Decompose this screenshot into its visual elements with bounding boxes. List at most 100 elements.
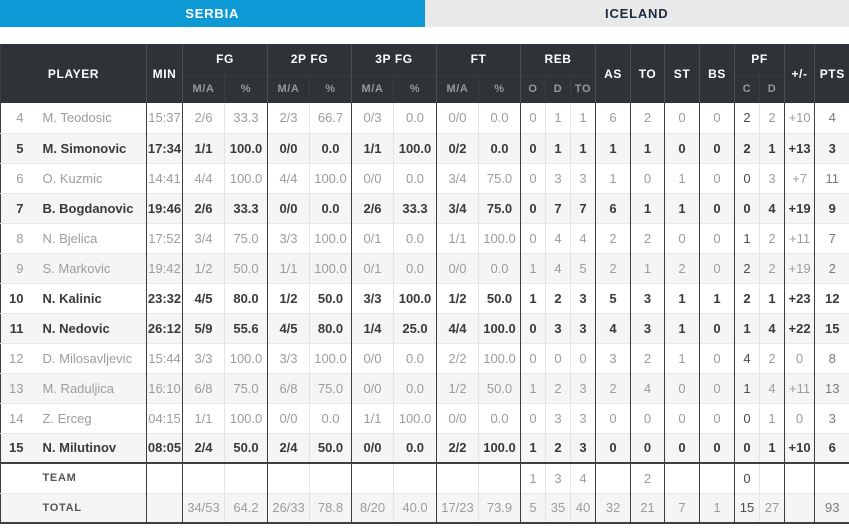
cell-p3_pct: 100.0 [393,133,437,163]
cell-pts: 13 [825,380,840,396]
cell-to: 3 [630,313,666,343]
cell-name[interactable]: S. Markovic [30,253,147,283]
subcol-ft-pct: % [478,75,521,103]
cell-st: 0 [664,133,701,163]
cell-as: 2 [595,373,632,403]
cell-pf_c: 1 [734,313,761,343]
cell-reb_o: 0 [520,223,546,253]
cell-p2_ma: 3/3 [267,223,310,253]
cell-reb_t: 5 [570,253,597,283]
cell-reb_t: 4 [570,223,597,253]
cell-ft_ma: 2/2 [436,433,479,463]
cell-name[interactable]: M. Raduljica [30,373,147,403]
cell-st: 1 [664,343,701,373]
cell-ft_pct: 100.0 [478,343,521,373]
cell-pm: +10 [784,433,816,463]
cell-pts: 12 [825,290,840,306]
cell-reb_d: 7 [545,193,571,223]
cell-name[interactable]: Z. Erceg [30,403,147,433]
cell-p2_pct: 80.0 [309,313,352,343]
cell-p3_ma: 1/1 [351,403,394,433]
cell-pf_c: 0 [734,463,761,493]
cell-num: 5 [16,140,24,156]
cell-p2_ma: 1/2 [267,283,310,313]
cell-name[interactable]: M. Teodosic [30,103,147,133]
cell-name[interactable]: O. Kuzmic [30,163,147,193]
cell-reb_d: 35 [545,493,571,523]
cell-num: 9 [16,260,24,276]
cell-reb_d: 0 [545,343,571,373]
player-row: 14 Z. Erceg 04:15 1/1 100.0 0/0 0.0 1/1 100.0 0/0… [0,403,849,433]
cell-reb_o: 1 [520,283,546,313]
cell-p2_ma: 26/33 [267,493,310,523]
cell-pts: 11 [825,170,840,186]
cell-st: 1 [664,313,701,343]
cell-pf_c: 0 [734,403,761,433]
subcol-2p-pct: % [309,75,352,103]
cell-p2_ma: 6/8 [267,373,310,403]
cell-pf_d: 2 [759,253,786,283]
player-row: 11 N. Nedovic 26:12 5/9 55.6 4/5 80.0 1/4 25.0 4/… [0,313,849,343]
cell-min: 16:10 [146,373,183,403]
cell-ft_pct: 0.0 [478,103,521,133]
cell-ft_ma: 1/2 [436,373,479,403]
table-header: PLAYER MIN FG 2P FG 3P FG FT REB AS TO S… [0,44,849,103]
cell-p2_pct: 75.0 [309,373,352,403]
cell-as: 3 [595,343,632,373]
cell-fg_ma: 1/1 [182,403,225,433]
cell-ft_ma: 0/0 [436,403,479,433]
cell-pf_c: 4 [734,343,761,373]
col-header-3pfg: 3P FG [351,44,437,76]
cell-name[interactable]: M. Simonovic [30,133,147,163]
cell-to: 1 [630,253,666,283]
cell-pf_c: 0 [734,163,761,193]
cell-min [146,463,183,493]
cell-ft_pct: 0.0 [478,253,521,283]
cell-pf_c: 1 [734,373,761,403]
cell-num: 11 [9,320,24,336]
cell-reb_o: 1 [520,463,546,493]
cell-num: 4 [16,110,24,126]
cell-as: 32 [595,493,632,523]
cell-reb_t: 3 [570,163,597,193]
cell-name[interactable]: N. Milutinov [30,433,147,463]
cell-pf_d [759,463,786,493]
cell-min: 19:46 [146,193,183,223]
cell-p3_ma: 0/0 [351,343,394,373]
cell-name[interactable]: N. Kalinic [30,283,147,313]
subcol-pf-d: D [759,75,786,103]
cell-fg_ma: 2/6 [182,193,225,223]
cell-reb_t: 3 [570,403,597,433]
cell-p3_ma: 0/1 [351,253,394,283]
cell-p3_pct: 0.0 [393,163,437,193]
subcol-reb-total: TO [570,75,597,103]
tab-serbia[interactable]: SERBIA [0,0,425,27]
cell-p3_pct: 40.0 [393,493,437,523]
box-score-table: PLAYER MIN FG 2P FG 3P FG FT REB AS TO S… [0,44,849,524]
tab-iceland[interactable]: ICELAND [424,0,849,27]
cell-num: 13 [9,380,24,396]
cell-to: 0 [630,403,666,433]
cell-reb_d: 1 [545,133,571,163]
cell-min [146,493,183,523]
cell-p2_pct: 0.0 [309,133,352,163]
cell-name[interactable]: N. Bjelica [30,223,147,253]
cell-ft_pct: 0.0 [478,403,521,433]
cell-reb_t: 1 [570,133,597,163]
cell-ft_pct: 75.0 [478,193,521,223]
cell-reb_d: 2 [545,373,571,403]
cell-ft_ma: 0/0 [436,253,479,283]
cell-to: 1 [630,133,666,163]
cell-reb_d: 4 [545,223,571,253]
cell-ft_pct: 100.0 [478,433,521,463]
player-row: 8 N. Bjelica 17:52 3/4 75.0 3/3 100.0 0/1 0.0 1/1… [0,223,849,253]
cell-as: 1 [595,163,632,193]
cell-name[interactable]: B. Bogdanovic [30,193,147,223]
cell-bs: 1 [699,493,736,523]
cell-min: 19:42 [146,253,183,283]
col-header-2pfg: 2P FG [267,44,352,76]
cell-name[interactable]: D. Milosavljevic [30,343,147,373]
cell-name[interactable]: N. Nedovic [30,313,147,343]
cell-reb_o: 0 [520,403,546,433]
subcol-3p-ma: M/A [351,75,394,103]
